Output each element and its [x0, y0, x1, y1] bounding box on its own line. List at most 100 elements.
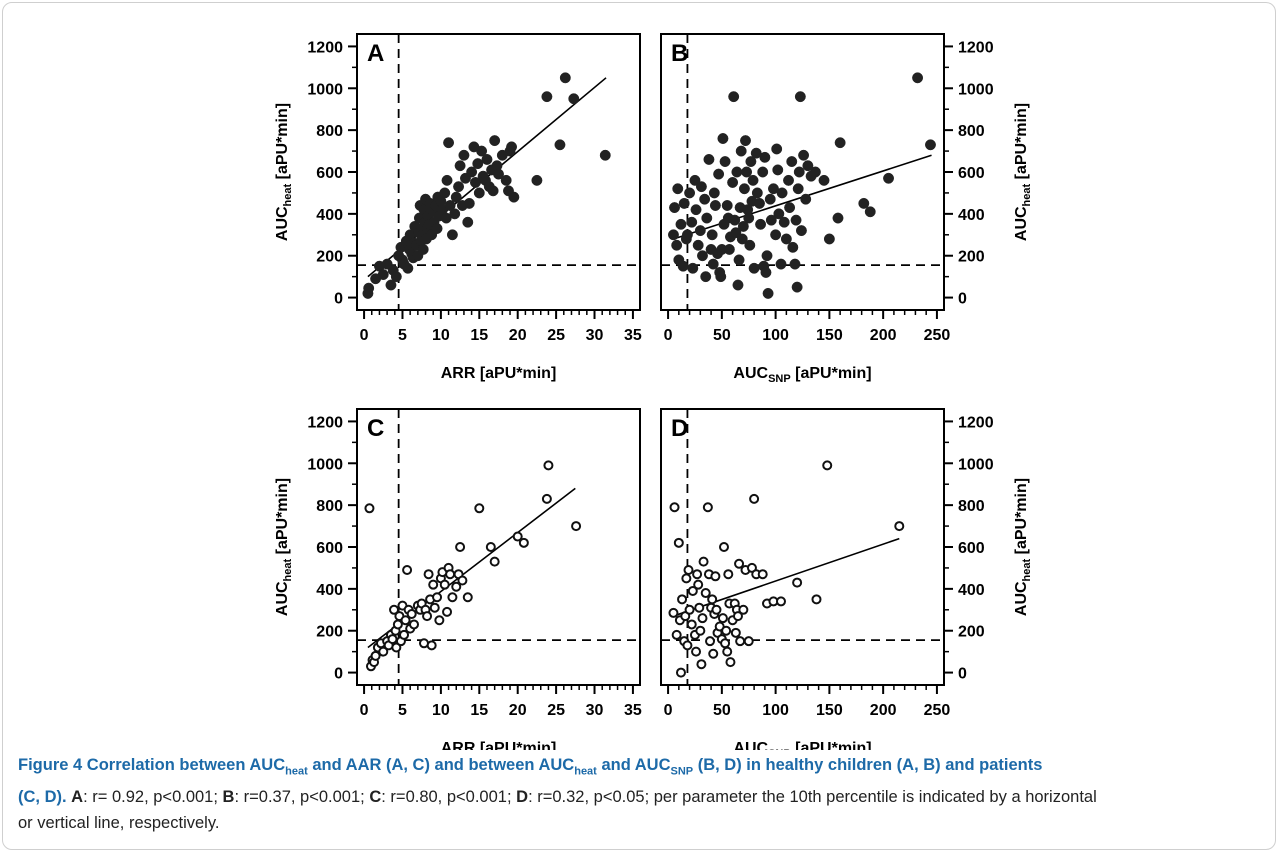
y-tick-label: 1000 — [307, 456, 343, 473]
data-point — [700, 588, 711, 599]
data-point — [690, 204, 702, 216]
x-tick-label: 15 — [470, 327, 488, 344]
data-point — [762, 287, 774, 299]
data-point — [705, 636, 716, 647]
data-point — [795, 225, 807, 237]
data-point — [695, 181, 707, 193]
data-point — [559, 72, 571, 84]
panel-letter: C — [367, 415, 384, 442]
data-point — [721, 200, 733, 211]
data-point — [691, 646, 702, 657]
x-tick-label: 0 — [664, 327, 673, 344]
data-point — [792, 183, 804, 195]
data-point — [423, 569, 434, 580]
data-point — [773, 208, 785, 220]
data-point — [472, 158, 484, 170]
data-point — [441, 174, 453, 186]
data-point — [755, 218, 767, 230]
caption-title: Figure 4 Correlation between AUCheat and… — [18, 756, 1043, 778]
data-point — [702, 502, 713, 513]
data-point — [754, 197, 765, 209]
data-point — [772, 164, 784, 176]
data-point — [684, 187, 696, 199]
data-point — [531, 174, 543, 186]
data-point — [442, 606, 453, 617]
data-point — [444, 200, 456, 211]
data-point — [771, 143, 783, 155]
data-point — [445, 569, 456, 580]
data-point — [701, 212, 713, 224]
data-point — [508, 191, 520, 203]
panel-a: 0 5 10 15 20 25 30 35 0 200 400 600 800 1000 1200 ARR [… — [274, 33, 642, 382]
y-tick-label: 600 — [958, 540, 985, 557]
data-point — [748, 262, 760, 274]
data-point — [798, 149, 810, 161]
data-point — [912, 72, 924, 84]
figure-caption: Figure 4 Correlation between AUCheat and… — [18, 752, 1268, 836]
data-point — [390, 271, 402, 283]
y-tick-label: 400 — [316, 207, 343, 224]
data-point — [732, 279, 744, 291]
data-point — [406, 608, 417, 619]
x-tick-label: 50 — [713, 702, 731, 719]
data-point — [439, 187, 451, 199]
data-point — [720, 638, 731, 649]
data-point — [732, 611, 743, 622]
data-point — [428, 579, 439, 590]
y-tick-label: 0 — [958, 291, 967, 308]
x-tick-label: 10 — [432, 702, 450, 719]
x-tick-label: 250 — [924, 702, 951, 719]
x-tick-label: 25 — [547, 327, 565, 344]
data-point — [377, 269, 389, 281]
data-point — [749, 493, 760, 504]
data-point — [707, 258, 719, 270]
data-point — [443, 137, 455, 149]
y-axis-label: AUCheat [aPU*min] — [274, 103, 294, 241]
data-point — [711, 604, 722, 615]
data-point — [786, 156, 798, 167]
data-point — [673, 537, 684, 548]
data-point — [473, 187, 485, 199]
data-point — [446, 229, 458, 241]
panel-c: 0 5 10 15 20 25 30 35 0 200 400 600 800 1000 1200 ARR [… — [274, 408, 642, 750]
data-point — [800, 193, 812, 205]
data-point — [554, 139, 566, 151]
data-point — [761, 250, 773, 262]
data-point — [677, 260, 689, 272]
data-point — [709, 200, 721, 211]
data-point — [723, 569, 734, 580]
data-point — [745, 156, 757, 167]
x-tick-label: 20 — [509, 702, 527, 719]
y-tick-label: 0 — [334, 666, 343, 683]
x-tick-label: 150 — [816, 327, 843, 344]
data-point — [402, 565, 413, 576]
data-point — [730, 627, 741, 638]
plot-box — [660, 408, 945, 686]
data-point — [451, 581, 462, 592]
x-tick-label: 15 — [470, 702, 488, 719]
y-tick-label: 1200 — [307, 39, 343, 56]
data-point — [687, 262, 699, 274]
data-point — [792, 577, 803, 588]
data-point — [476, 145, 488, 157]
data-point — [735, 636, 746, 647]
data-point — [391, 642, 402, 653]
data-point — [506, 141, 518, 153]
data-point — [453, 181, 465, 193]
data-point — [541, 493, 552, 504]
data-point — [757, 569, 768, 580]
y-tick-label: 600 — [958, 165, 985, 182]
y-axis-label: AUCheat [aPU*min] — [274, 478, 294, 616]
data-point — [894, 521, 905, 532]
x-tick-label: 0 — [360, 702, 369, 719]
y-tick-label: 800 — [958, 498, 985, 515]
data-point — [713, 168, 725, 180]
data-point — [426, 640, 437, 651]
data-point — [422, 611, 433, 622]
data-point — [671, 629, 682, 640]
y-tick-label: 800 — [316, 123, 343, 140]
data-point — [402, 262, 414, 274]
y-tick-label: 200 — [316, 249, 343, 266]
data-point — [764, 193, 776, 205]
panel-letter: D — [671, 415, 688, 442]
